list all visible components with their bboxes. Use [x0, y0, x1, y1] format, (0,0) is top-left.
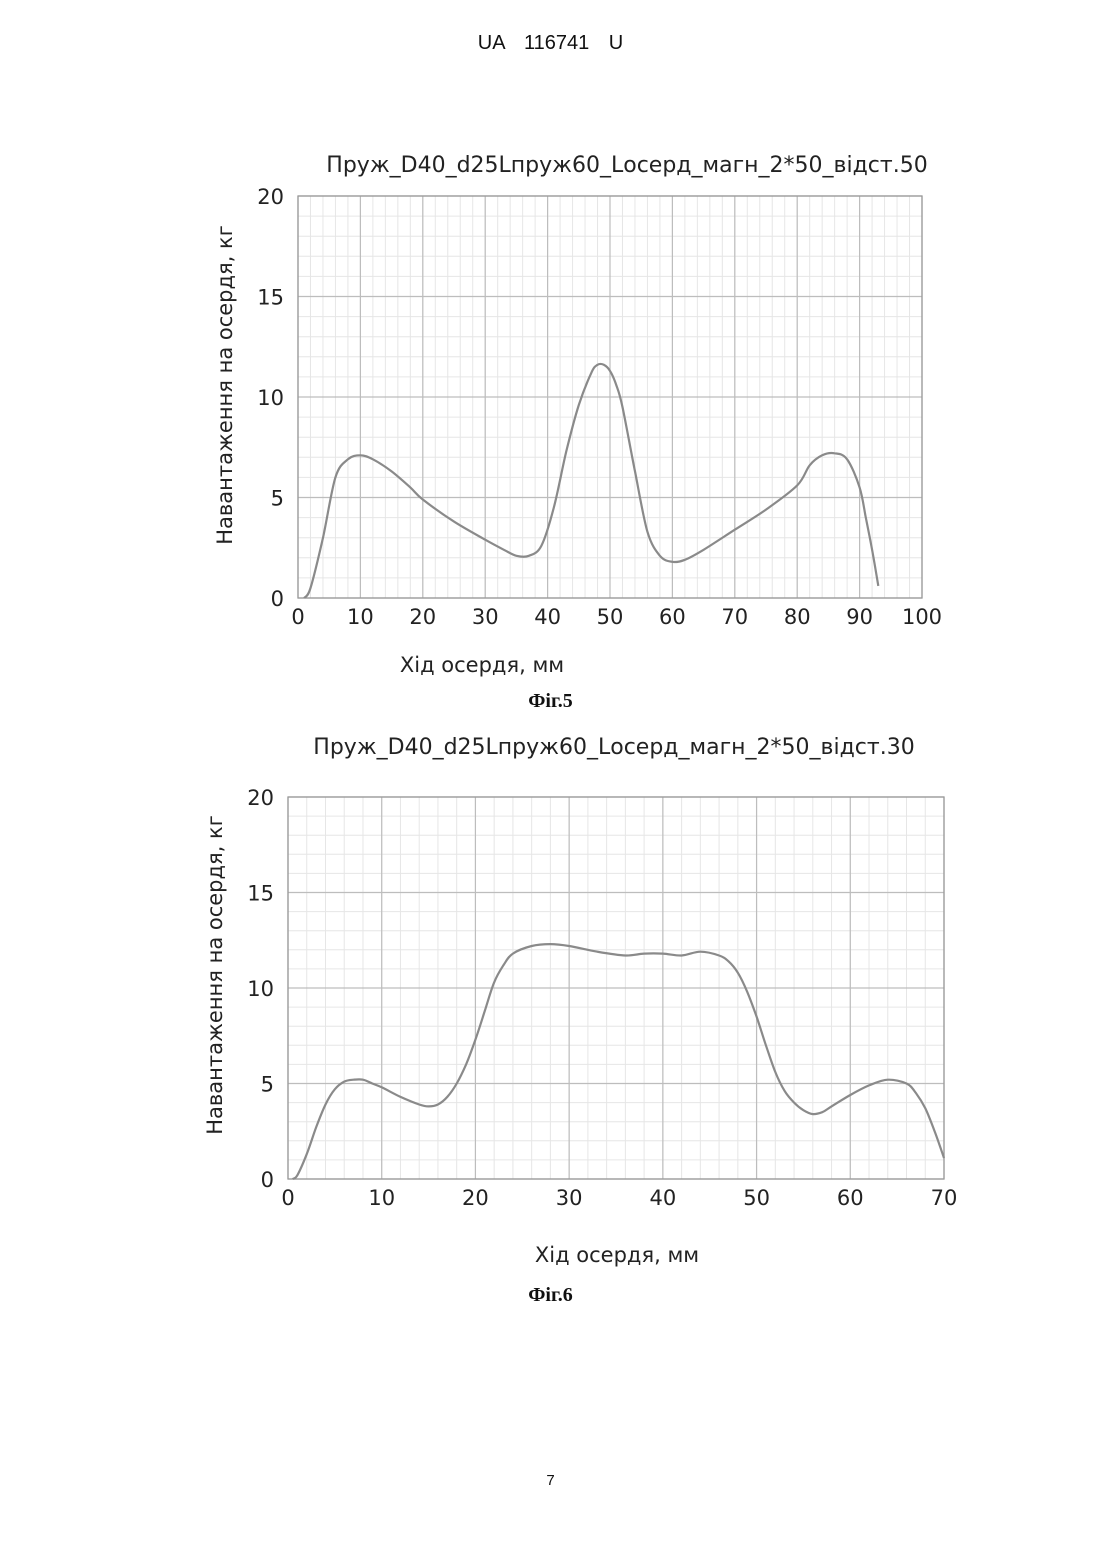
y-axis-label: Навантаження на осердя, кг: [203, 815, 227, 1134]
x-tick-label: 50: [743, 1186, 770, 1210]
y-tick-label: 20: [247, 786, 274, 810]
figure-caption-6: Фіг.6: [0, 1284, 1101, 1307]
y-tick-label: 5: [261, 1073, 274, 1097]
chart-title: Пруж_D40_d25Lпруж60_Lосерд_магн_2*50_від…: [313, 735, 914, 760]
y-tick-label: 10: [247, 977, 274, 1001]
y-tick-label: 15: [247, 882, 274, 906]
x-tick-label: 0: [281, 1186, 294, 1210]
x-tick-label: 30: [556, 1186, 583, 1210]
series-line: [293, 944, 944, 1179]
x-tick-label: 70: [931, 1186, 958, 1210]
x-tick-label: 40: [649, 1186, 676, 1210]
page-number: 7: [0, 1472, 1101, 1489]
x-tick-label: 60: [837, 1186, 864, 1210]
chart-fig6: 0 10 20 30 40 50 60 70 0 5 10 15 20 Пруж_D40_d25Lпруж…: [0, 0, 1101, 1290]
x-axis-label: Хід осердя, мм: [535, 1243, 699, 1267]
y-tick-label: 0: [261, 1168, 274, 1192]
x-tick-label: 10: [368, 1186, 395, 1210]
x-tick-label: 20: [462, 1186, 489, 1210]
